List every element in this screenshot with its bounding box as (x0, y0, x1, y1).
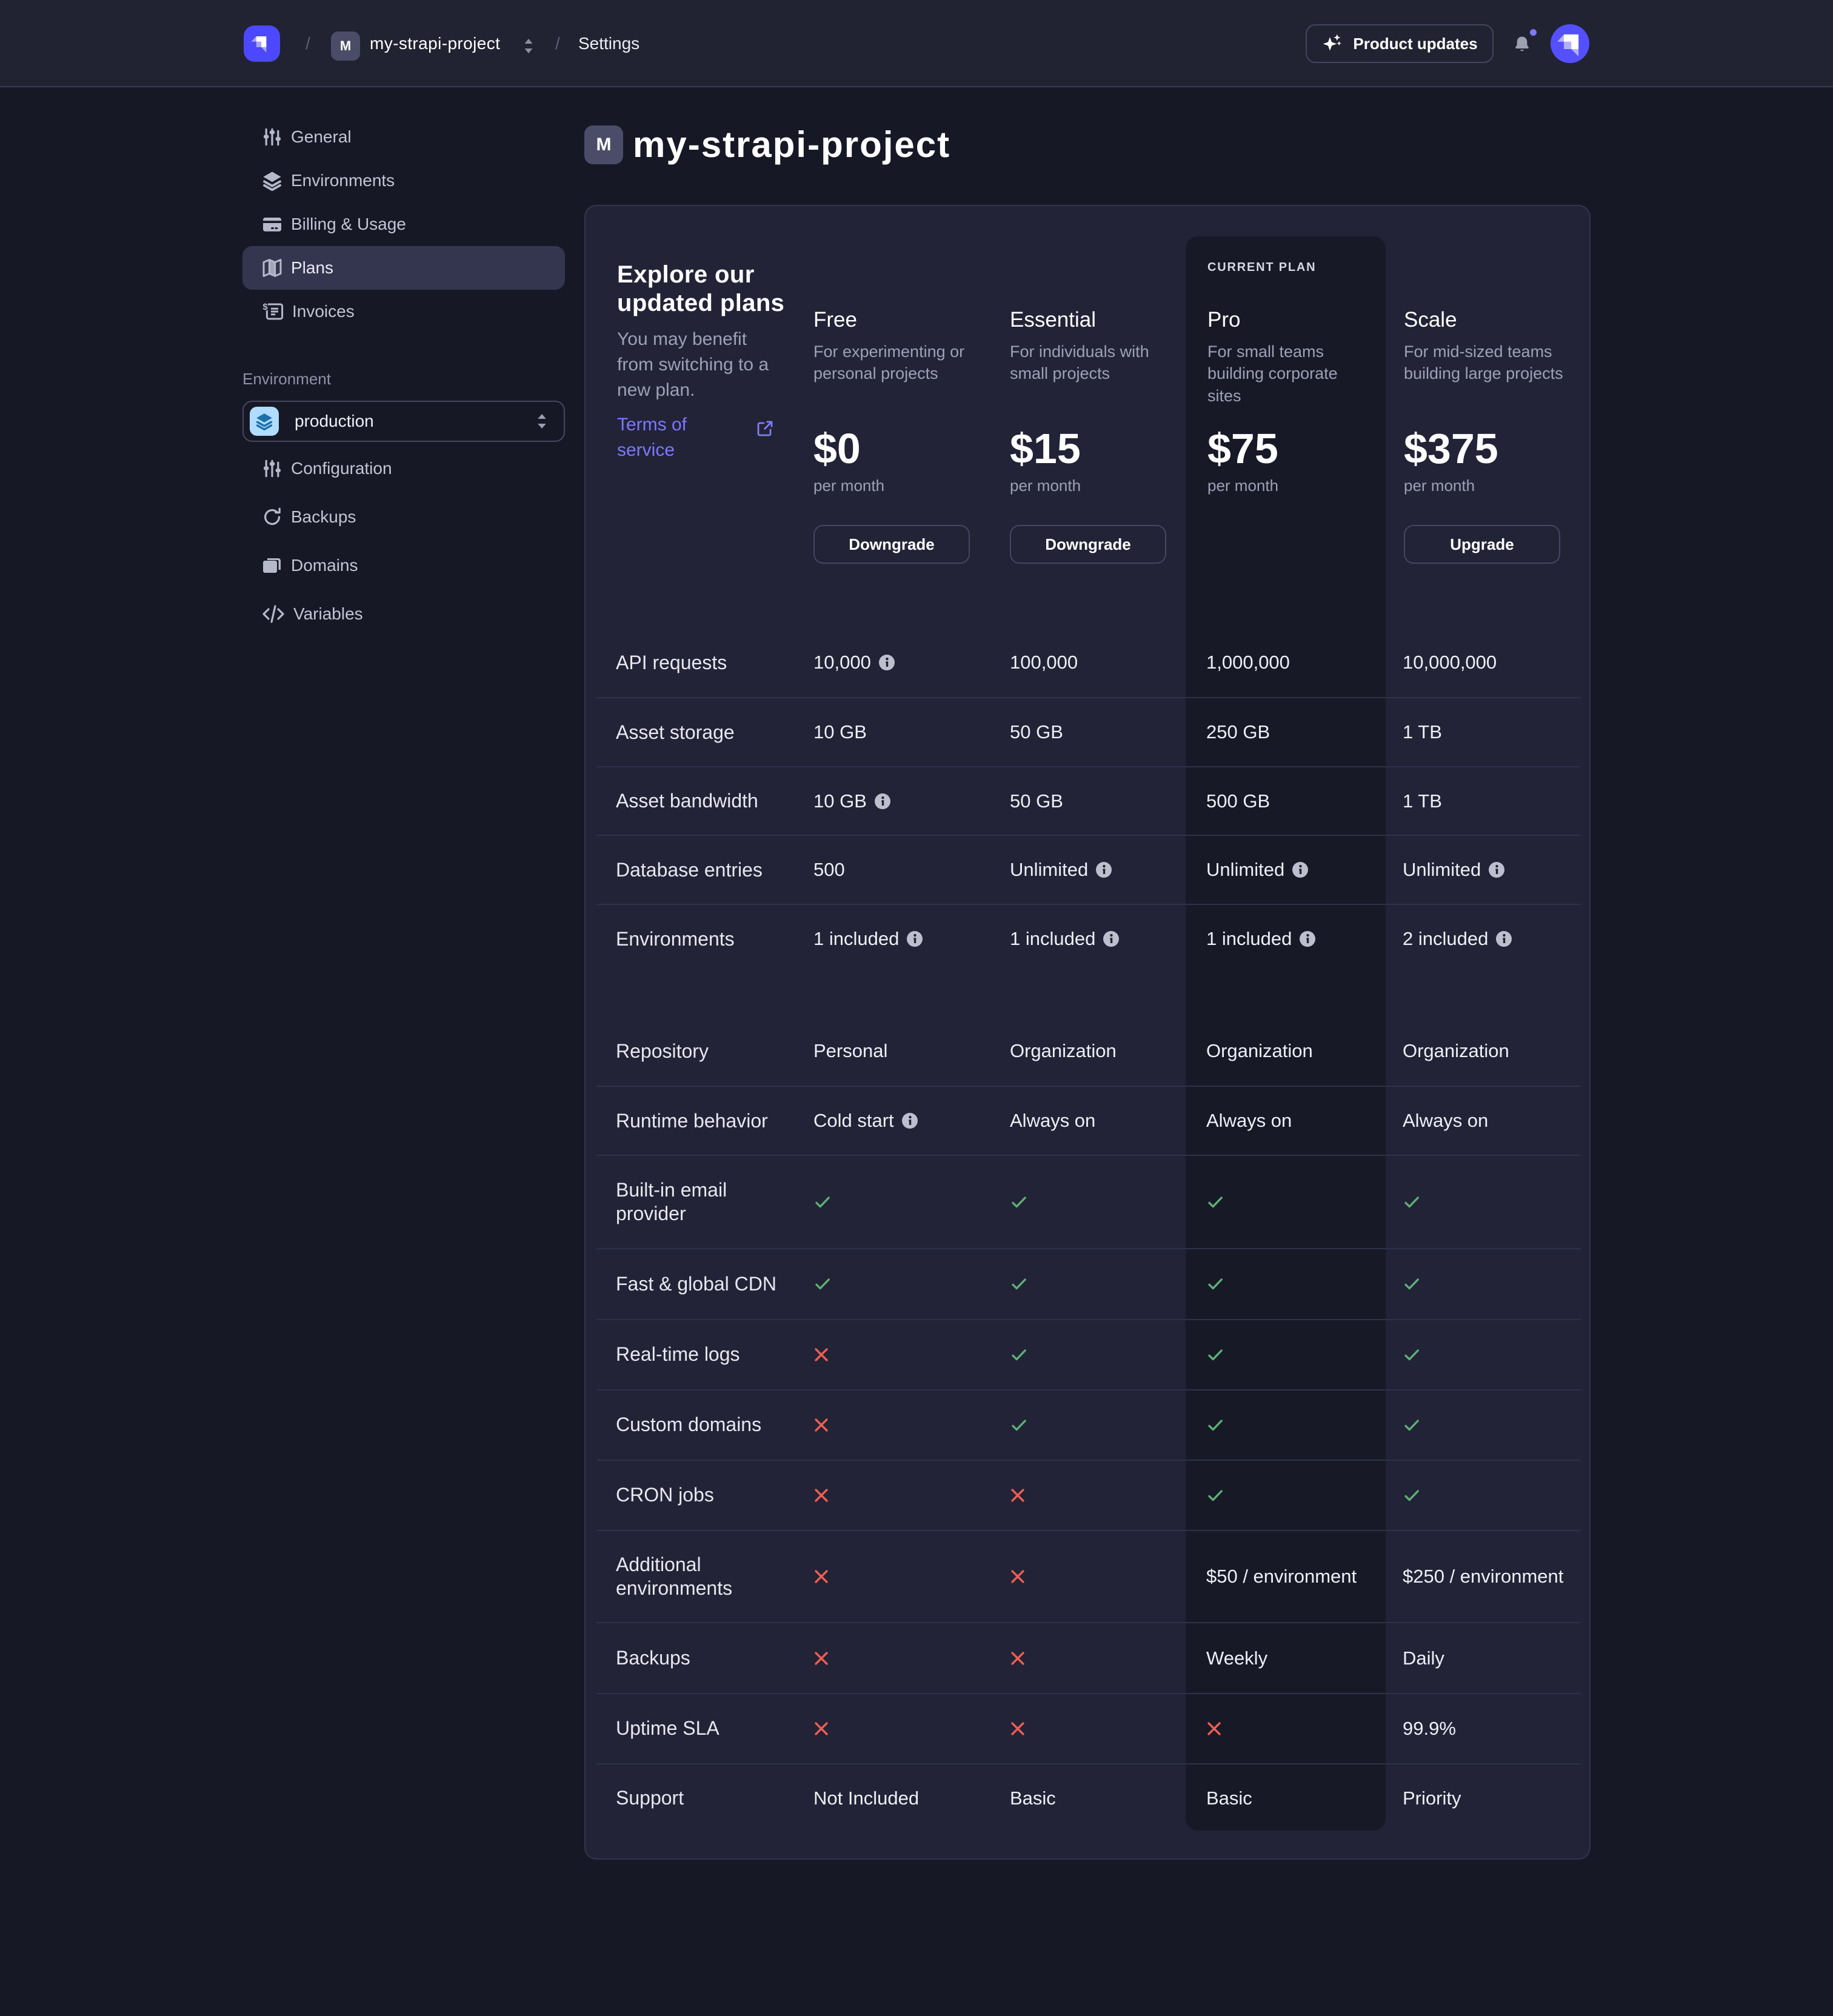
svg-text:$: $ (262, 302, 268, 312)
